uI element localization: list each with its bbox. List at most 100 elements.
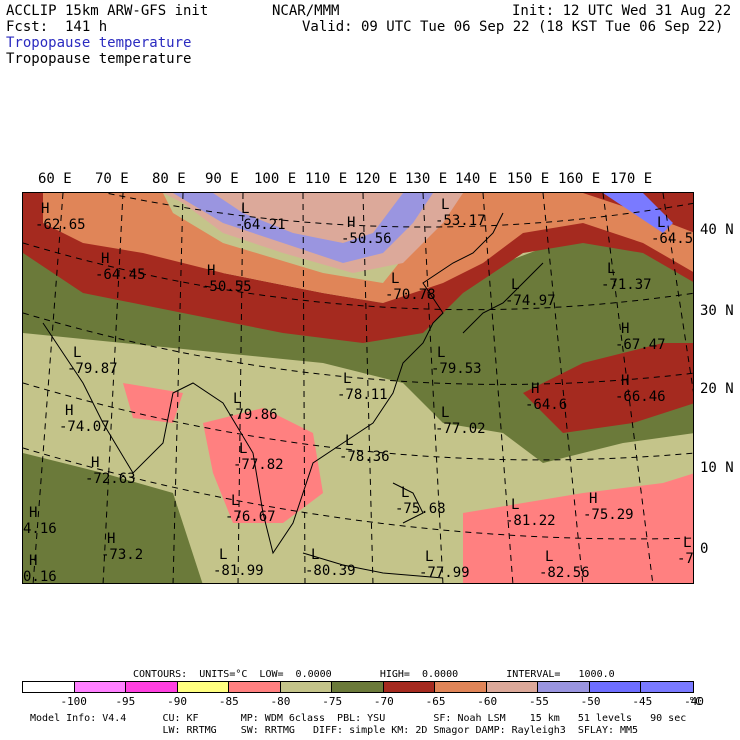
low-marker: L [511, 497, 520, 513]
colorbar-segment [589, 682, 642, 692]
extremum-value: -79.86 [227, 407, 278, 423]
colorbar-tick-label: -70 [373, 695, 394, 708]
extremum-value: -66.46 [615, 389, 666, 405]
low-marker: L [657, 215, 666, 231]
latitude-label: 40 N [700, 222, 734, 238]
low-marker: L [73, 345, 82, 361]
latitude-label: 30 N [700, 303, 734, 319]
extremum-value: -77.99 [419, 565, 470, 581]
latitude-label: 10 N [700, 460, 734, 476]
longitude-label: 120 E [355, 171, 398, 187]
coastline-asia [42, 212, 504, 555]
low-marker: L [441, 197, 450, 213]
model-info-line1: Model Info: V4.4 CU: KF MP: WDM 6class P… [30, 713, 687, 724]
shade-region-below-minus80-india [123, 383, 183, 423]
longitude-label: 80 E [152, 171, 186, 187]
valid-time: Valid: 09 UTC Tue 06 Sep 22 (18 KST Tue … [302, 19, 724, 35]
extremum-value: -62.65 [35, 217, 86, 233]
contours-info: CONTOURS: UNITS=°C LOW= 0.0000 HIGH= 0.0… [133, 669, 615, 680]
extremum-value: -64.45 [95, 267, 146, 283]
high-marker: H [101, 251, 110, 267]
longitude-label: 70 E [95, 171, 129, 187]
extremum-value: -70.78 [385, 287, 436, 303]
extremum-value: -77.82 [233, 457, 284, 473]
colorbar-tick-label: -75 [322, 695, 343, 708]
extremum-value: -80.39 [305, 563, 356, 579]
center-label: NCAR/MMM [272, 3, 340, 19]
coastline-japan [462, 262, 544, 334]
longitude-label: 150 E [507, 171, 550, 187]
low-marker: L [219, 547, 228, 563]
colorbar-tick-label: -45 [632, 695, 653, 708]
extremum-value: -50.56 [341, 231, 392, 247]
high-marker: H [589, 491, 598, 507]
shade-region-minus50-minus45 [603, 193, 673, 233]
extremum-value: -75.68 [395, 501, 446, 517]
low-marker: L [437, 345, 446, 361]
colorbar-tick-label: -100 [60, 695, 87, 708]
shade-region-minus65-minus60 [43, 193, 693, 303]
graticule [23, 193, 693, 583]
coastline-borneo [302, 552, 444, 579]
extremum-value: -78.36 [339, 449, 390, 465]
shade-region-minus75-minus70-sw [23, 453, 203, 583]
meridian-170e [662, 193, 693, 393]
init-time: Init: 12 UTC Wed 31 Aug 22 [512, 3, 732, 19]
low-marker: L [343, 371, 352, 387]
map-canvas [23, 193, 693, 583]
shade-region-minus70-minus65-pacific [523, 343, 693, 433]
low-marker: L [241, 201, 250, 217]
extremum-value: -78.9 [677, 551, 694, 567]
extremum-value: -64.5 [651, 231, 694, 247]
low-marker: L [345, 433, 354, 449]
colorbar-tick-label: -55 [528, 695, 549, 708]
high-marker: H [29, 505, 38, 521]
longitude-label: 110 E [305, 171, 348, 187]
model-title: ACCLIP 15km ARW-GFS init [6, 3, 209, 19]
extremum-value: -64.21 [235, 217, 286, 233]
longitude-label: 100 E [254, 171, 297, 187]
parallel-30n [23, 242, 693, 311]
colorbar-segment [435, 682, 487, 692]
low-marker: L [607, 261, 616, 277]
coastline-philippines [392, 482, 424, 524]
field-title-secondary: Tropopause temperature [6, 51, 192, 67]
shade-region-minus55-minus50 [173, 193, 433, 263]
low-marker: L [401, 485, 410, 501]
extremum-value: -79.87 [67, 361, 118, 377]
colorbar-segment [74, 682, 127, 692]
field-title-primary: Tropopause temperature [6, 35, 192, 51]
extremum-value: -72.63 [85, 471, 136, 487]
colorbar-tick-label: -65 [425, 695, 446, 708]
longitude-label: 60 E [38, 171, 72, 187]
extremum-value: -78.11 [337, 387, 388, 403]
parallel-10n [23, 382, 693, 461]
extremum-value: -67.47 [615, 337, 666, 353]
colorbar-unit: °C [688, 695, 702, 708]
extremum-value: -64.6 [525, 397, 568, 413]
latitude-label: 20 N [700, 381, 734, 397]
extremum-value: -71.37 [601, 277, 652, 293]
low-marker: L [683, 535, 692, 551]
extremum-value: -82.56 [539, 565, 590, 581]
extremum-value: -76.67 [225, 509, 276, 525]
colorbar-segment [177, 682, 230, 692]
longitude-label: 130 E [405, 171, 448, 187]
extremum-value: -73.2 [101, 547, 144, 563]
high-marker: H [29, 553, 38, 569]
extremum-value: 4.16 [23, 521, 57, 537]
low-marker: L [391, 271, 400, 287]
coastlines [42, 212, 544, 579]
colorbar-segment [280, 682, 333, 692]
high-marker: H [347, 215, 356, 231]
colorbar-tick-label: -85 [218, 695, 239, 708]
high-marker: H [621, 321, 630, 337]
high-marker: H [107, 531, 116, 547]
colorbar-segment [641, 682, 693, 692]
low-marker: L [233, 391, 242, 407]
colorbar-tick-label: -40 [684, 695, 704, 708]
colorbar-tick-label: -90 [167, 695, 187, 708]
extremum-value: -50.55 [201, 279, 252, 295]
extremum-value: -81.99 [213, 563, 264, 579]
shade-region-below-minus80-indochina [203, 408, 323, 523]
